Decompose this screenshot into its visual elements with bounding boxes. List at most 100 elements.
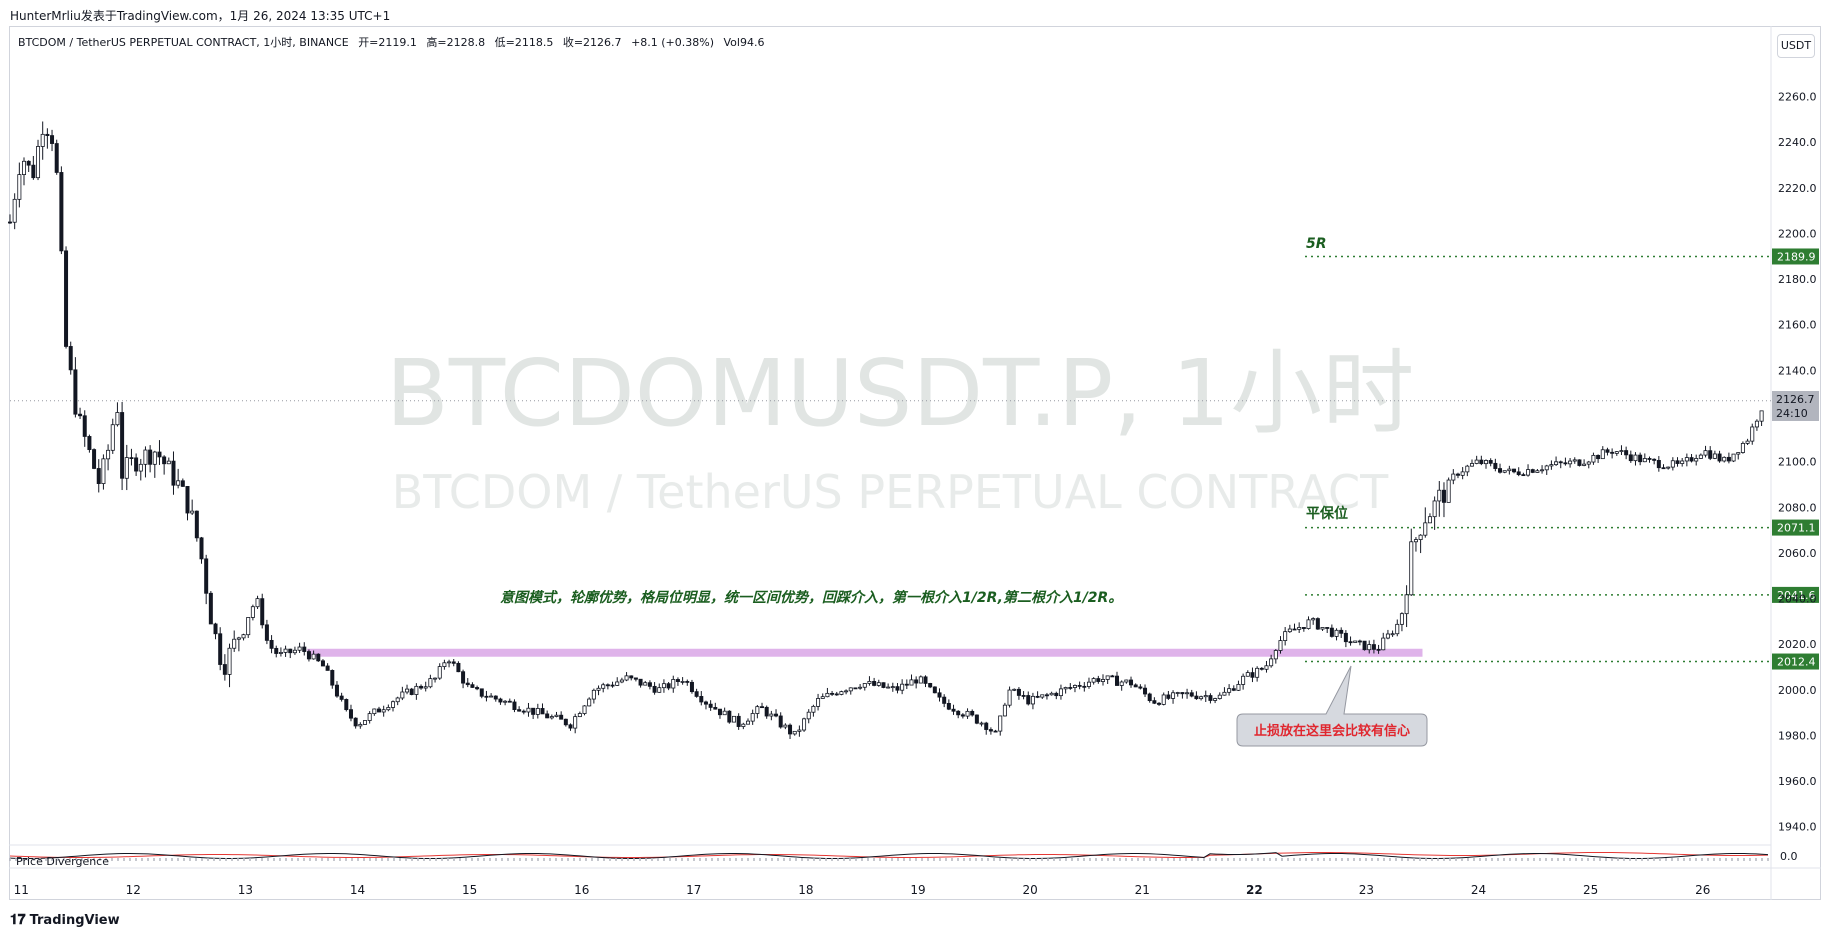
watermark-title: BTCDOMUSDT.P, 1小时 — [386, 340, 1414, 447]
level-5r-label: 5R — [1306, 236, 1327, 252]
candle-body — [862, 683, 867, 688]
chart-frame[interactable] — [9, 26, 1821, 900]
price-tick-label: 2160.0 — [1778, 319, 1817, 332]
stop-loss-callout[interactable]: 止损放在这里会比较有信心 — [1236, 665, 1428, 747]
price-tick-label: 2260.0 — [1778, 91, 1817, 104]
candle-body — [1157, 702, 1162, 705]
candle-body — [1026, 695, 1031, 705]
candle-body — [1530, 469, 1535, 473]
candle-body — [269, 639, 274, 649]
candle-body — [760, 706, 765, 709]
candle-body — [657, 687, 662, 693]
candle-body — [601, 684, 606, 689]
candle-body — [1068, 687, 1073, 689]
candle-body — [900, 683, 905, 691]
candle-body — [573, 716, 578, 729]
candle-body — [59, 172, 64, 252]
candle-body — [872, 680, 877, 686]
currency-unit-button[interactable]: USDT — [1777, 34, 1815, 58]
candle-body — [1516, 471, 1521, 476]
candle-body — [1241, 675, 1246, 685]
candle-body — [409, 688, 414, 695]
level-price-tag — [1772, 248, 1819, 265]
candle-body — [909, 679, 914, 686]
candle-body — [148, 449, 153, 465]
candle-body — [797, 729, 802, 732]
candle-body — [437, 666, 442, 679]
candle-body — [185, 486, 190, 514]
indicator-pane[interactable]: Price Divergence 0.0 — [9, 850, 1798, 868]
candle-body — [932, 686, 937, 694]
candle-body — [218, 633, 223, 665]
candle-body — [157, 451, 162, 458]
candle-body — [391, 701, 396, 708]
time-tick-label: 15 — [462, 883, 477, 897]
candle-body — [325, 665, 330, 671]
candle-body — [260, 598, 265, 626]
candle-body — [1493, 462, 1498, 469]
candle-body — [512, 701, 517, 711]
time-tick-label: 21 — [1135, 883, 1150, 897]
candle-body — [180, 480, 185, 487]
time-tick-label: 16 — [574, 883, 589, 897]
candle-body — [563, 718, 568, 726]
candle-body — [792, 730, 797, 735]
candle-body — [1512, 468, 1517, 473]
candle-body — [675, 679, 680, 682]
candle-body — [1745, 440, 1750, 444]
current-price-value: 2126.7 — [1776, 393, 1815, 406]
footer-brand[interactable]: 𝟏𝟕 TradingView — [10, 912, 120, 928]
candle-body — [381, 709, 386, 713]
candle-body — [428, 678, 433, 688]
candle-body — [848, 687, 853, 692]
candle-body — [166, 460, 171, 465]
candle-body — [1423, 522, 1428, 536]
candle-body — [171, 460, 176, 486]
candle-body — [615, 681, 620, 686]
candle-body — [1054, 692, 1059, 697]
candle-body — [1582, 463, 1587, 466]
candle-body — [31, 164, 36, 179]
candle-body — [194, 510, 199, 539]
candle-body — [1353, 640, 1358, 643]
candle-body — [928, 683, 933, 688]
candle-body — [1287, 628, 1292, 633]
candle-body — [115, 412, 120, 426]
candle-body — [549, 716, 554, 719]
candle-body — [358, 724, 363, 727]
candle-body — [1343, 632, 1348, 643]
candle-body — [1708, 450, 1713, 459]
candle-body — [1357, 640, 1362, 643]
time-tick-label: 18 — [798, 883, 813, 897]
candle-body — [334, 684, 339, 697]
candle-body — [1698, 454, 1703, 459]
candle-body — [1399, 613, 1404, 625]
candle-body — [106, 449, 111, 460]
candle-body — [1194, 695, 1199, 700]
candle-body — [1754, 420, 1759, 428]
candle-body — [1465, 465, 1470, 473]
candle-body — [652, 685, 657, 693]
price-tick-label: 2000.0 — [1778, 684, 1817, 697]
legend-open: 开=2119.1 — [358, 36, 417, 49]
candle-body — [1072, 685, 1077, 688]
time-tick-label: 11 — [14, 883, 29, 897]
symbol-legend[interactable]: BTCDOM / TetherUS PERPETUAL CONTRACT, 1小… — [18, 34, 770, 50]
candle-body — [1484, 460, 1489, 465]
candle-body — [470, 684, 475, 688]
candle-body — [970, 710, 975, 716]
candle-body — [1502, 470, 1507, 473]
candle-body — [834, 693, 839, 696]
candle-body — [666, 683, 671, 689]
candle-body — [1684, 457, 1689, 462]
support-zone-layer — [307, 648, 1423, 657]
candle-body — [708, 703, 713, 708]
candle-body — [1427, 516, 1432, 524]
candle-body — [904, 683, 909, 686]
candle-body — [755, 706, 760, 714]
candle-body — [1222, 691, 1227, 696]
candle-body — [1544, 465, 1549, 471]
candle-body — [1619, 450, 1624, 453]
candle-body — [956, 710, 961, 716]
